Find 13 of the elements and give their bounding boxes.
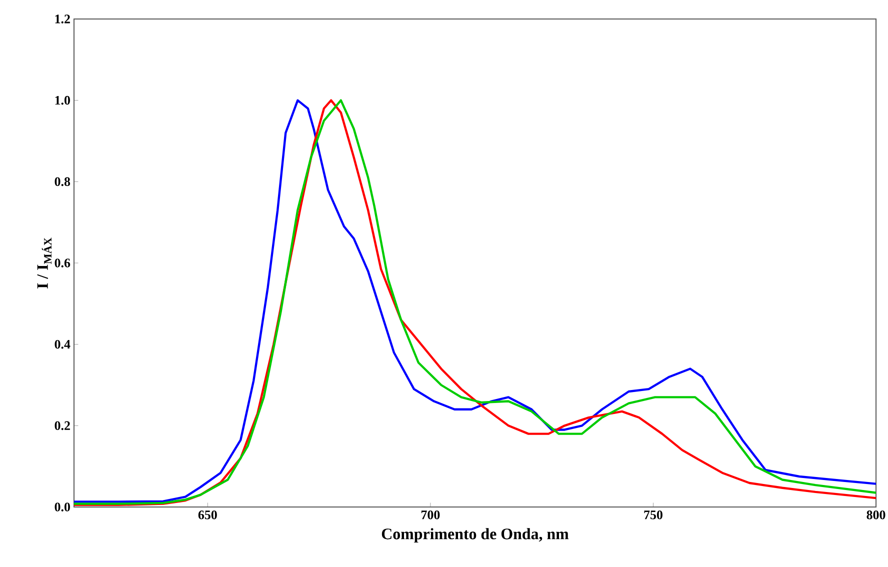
y-tick-label: 0.4: [54, 340, 70, 349]
y-tick-label: 1.2: [55, 14, 70, 24]
y-tick-label: 0.6: [54, 258, 70, 268]
x-tick-label: 800: [866, 510, 886, 520]
x-tick-label: 750: [644, 510, 662, 520]
x-tick-label: 700: [421, 510, 440, 520]
y-axis-title: I / I$_{MÁX}$: [37, 238, 52, 288]
x-tick-label: 650: [198, 510, 217, 520]
y-tick-label: 0.0: [54, 502, 70, 512]
y-tick-label: 1.0: [55, 96, 70, 105]
y-tick-label: 0.2: [54, 421, 70, 430]
y-tick-label: 0.8: [54, 177, 70, 186]
x-axis-title: Comprimento de Onda, nm: [382, 528, 569, 543]
